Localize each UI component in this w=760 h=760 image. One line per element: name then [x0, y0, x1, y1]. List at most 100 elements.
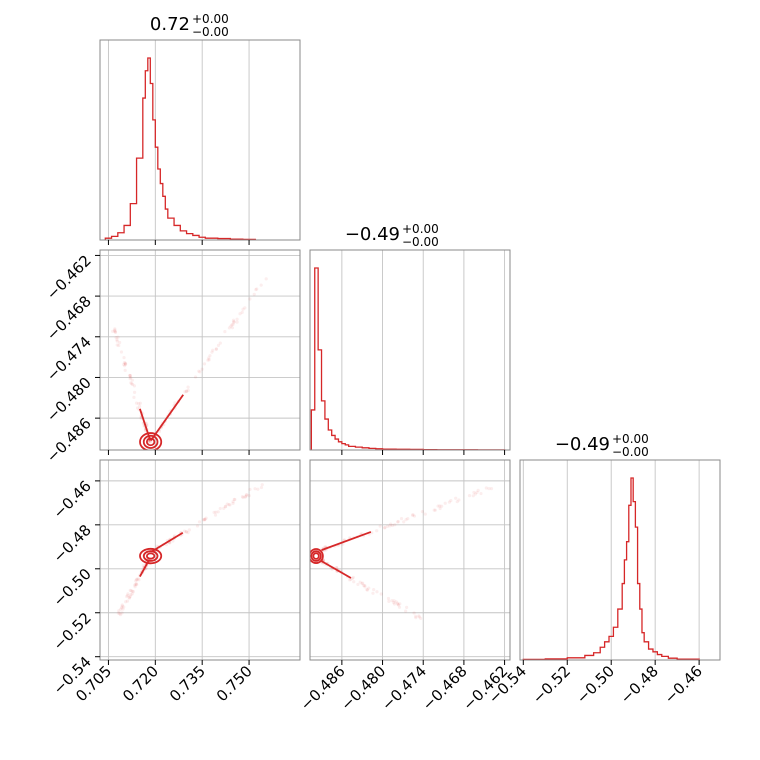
x-tick-label: −0.474	[378, 662, 430, 714]
panel-frame	[309, 459, 511, 661]
sample-point	[207, 356, 211, 360]
sample-point	[414, 614, 418, 618]
sample-point	[197, 520, 202, 524]
sample-point	[125, 594, 129, 599]
panel-frame	[519, 459, 721, 661]
sample-point	[454, 496, 458, 500]
sample-point	[122, 362, 126, 367]
sample-point	[252, 292, 256, 296]
sample-point	[132, 384, 136, 388]
sample-point	[397, 605, 402, 609]
sample-point	[232, 497, 236, 502]
sample-point	[222, 506, 226, 511]
sample-point	[370, 531, 374, 535]
sample-point	[141, 563, 145, 568]
sample-point	[214, 347, 218, 351]
sample-point	[260, 483, 264, 487]
sample-point	[471, 494, 475, 498]
sample-point	[207, 358, 211, 362]
sample-point	[365, 588, 369, 592]
sample-point	[232, 320, 236, 324]
sample-point	[113, 330, 118, 334]
sample-point	[375, 590, 379, 594]
sample-point	[436, 504, 440, 508]
sample-point	[116, 611, 120, 615]
sample-point	[231, 501, 235, 505]
sample-point	[132, 395, 136, 400]
sample-point	[126, 593, 130, 598]
contour-level-2	[139, 547, 163, 565]
sample-point	[216, 343, 221, 347]
sample-point	[214, 347, 218, 351]
sample-point	[244, 495, 248, 499]
sample-point	[173, 401, 177, 405]
sample-point	[371, 591, 375, 595]
sample-point	[138, 404, 142, 409]
sample-point	[432, 508, 436, 512]
sample-point	[227, 503, 231, 507]
sample-point	[457, 498, 461, 502]
sample-point	[126, 592, 130, 596]
sample-point	[395, 601, 400, 605]
x-tick-label: −0.52	[529, 662, 574, 707]
sample-point	[120, 603, 124, 607]
sample-point	[212, 510, 216, 514]
contour-level-0	[145, 437, 156, 447]
y-tick-label: −0.46	[50, 477, 95, 522]
contour-arm	[139, 408, 152, 441]
title-value: −0.49	[345, 224, 400, 245]
sample-point	[372, 588, 376, 592]
sample-point	[240, 494, 245, 499]
x-tick-label: −0.46	[661, 662, 706, 707]
sample-point	[116, 335, 120, 339]
sample-point	[244, 493, 248, 497]
sample-point	[223, 330, 227, 334]
sample-point	[235, 317, 239, 321]
sample-point	[135, 583, 139, 587]
sample-point	[128, 373, 132, 378]
sample-point	[214, 510, 218, 514]
sample-point	[115, 338, 119, 342]
sample-point	[127, 595, 131, 599]
sample-point	[118, 340, 122, 345]
contour-level-1	[142, 550, 159, 562]
sample-point	[111, 329, 115, 333]
sample-point	[195, 524, 200, 528]
y-tick-label: −0.48	[50, 521, 95, 566]
sample-point	[134, 582, 138, 586]
sample-point	[183, 390, 187, 394]
sample-point	[472, 490, 476, 495]
sample-point	[361, 581, 365, 585]
title-err-plus: +0.00	[612, 432, 649, 446]
sample-point	[122, 605, 126, 609]
sample-point	[264, 277, 268, 281]
sample-point	[122, 364, 127, 368]
sample-point	[392, 602, 397, 606]
contour-arm	[139, 559, 150, 578]
sample-point	[378, 524, 382, 528]
sample-point	[123, 362, 128, 367]
y-tick-label: −0.50	[50, 565, 95, 610]
sample-point	[240, 310, 244, 314]
contour-arm	[321, 560, 352, 579]
sample-point	[231, 318, 236, 322]
sample-point	[412, 611, 416, 615]
x-tick-label: 0.750	[213, 662, 256, 705]
sample-point	[479, 491, 483, 496]
sample-point	[386, 596, 391, 601]
sample-point	[433, 508, 437, 512]
panel-frame	[99, 39, 301, 241]
sample-point	[420, 509, 425, 514]
sample-point	[218, 341, 222, 345]
sample-point	[484, 486, 488, 490]
title-value: 0.72	[150, 14, 190, 35]
sample-point	[198, 370, 202, 374]
sample-point	[392, 599, 396, 603]
sample-point	[247, 494, 251, 498]
sample-point	[419, 616, 423, 620]
x-tick-label: −0.50	[573, 662, 618, 707]
sample-point	[243, 306, 247, 310]
sample-point	[394, 600, 398, 604]
sample-point	[406, 517, 410, 521]
x-tick-label: −0.480	[337, 662, 389, 714]
